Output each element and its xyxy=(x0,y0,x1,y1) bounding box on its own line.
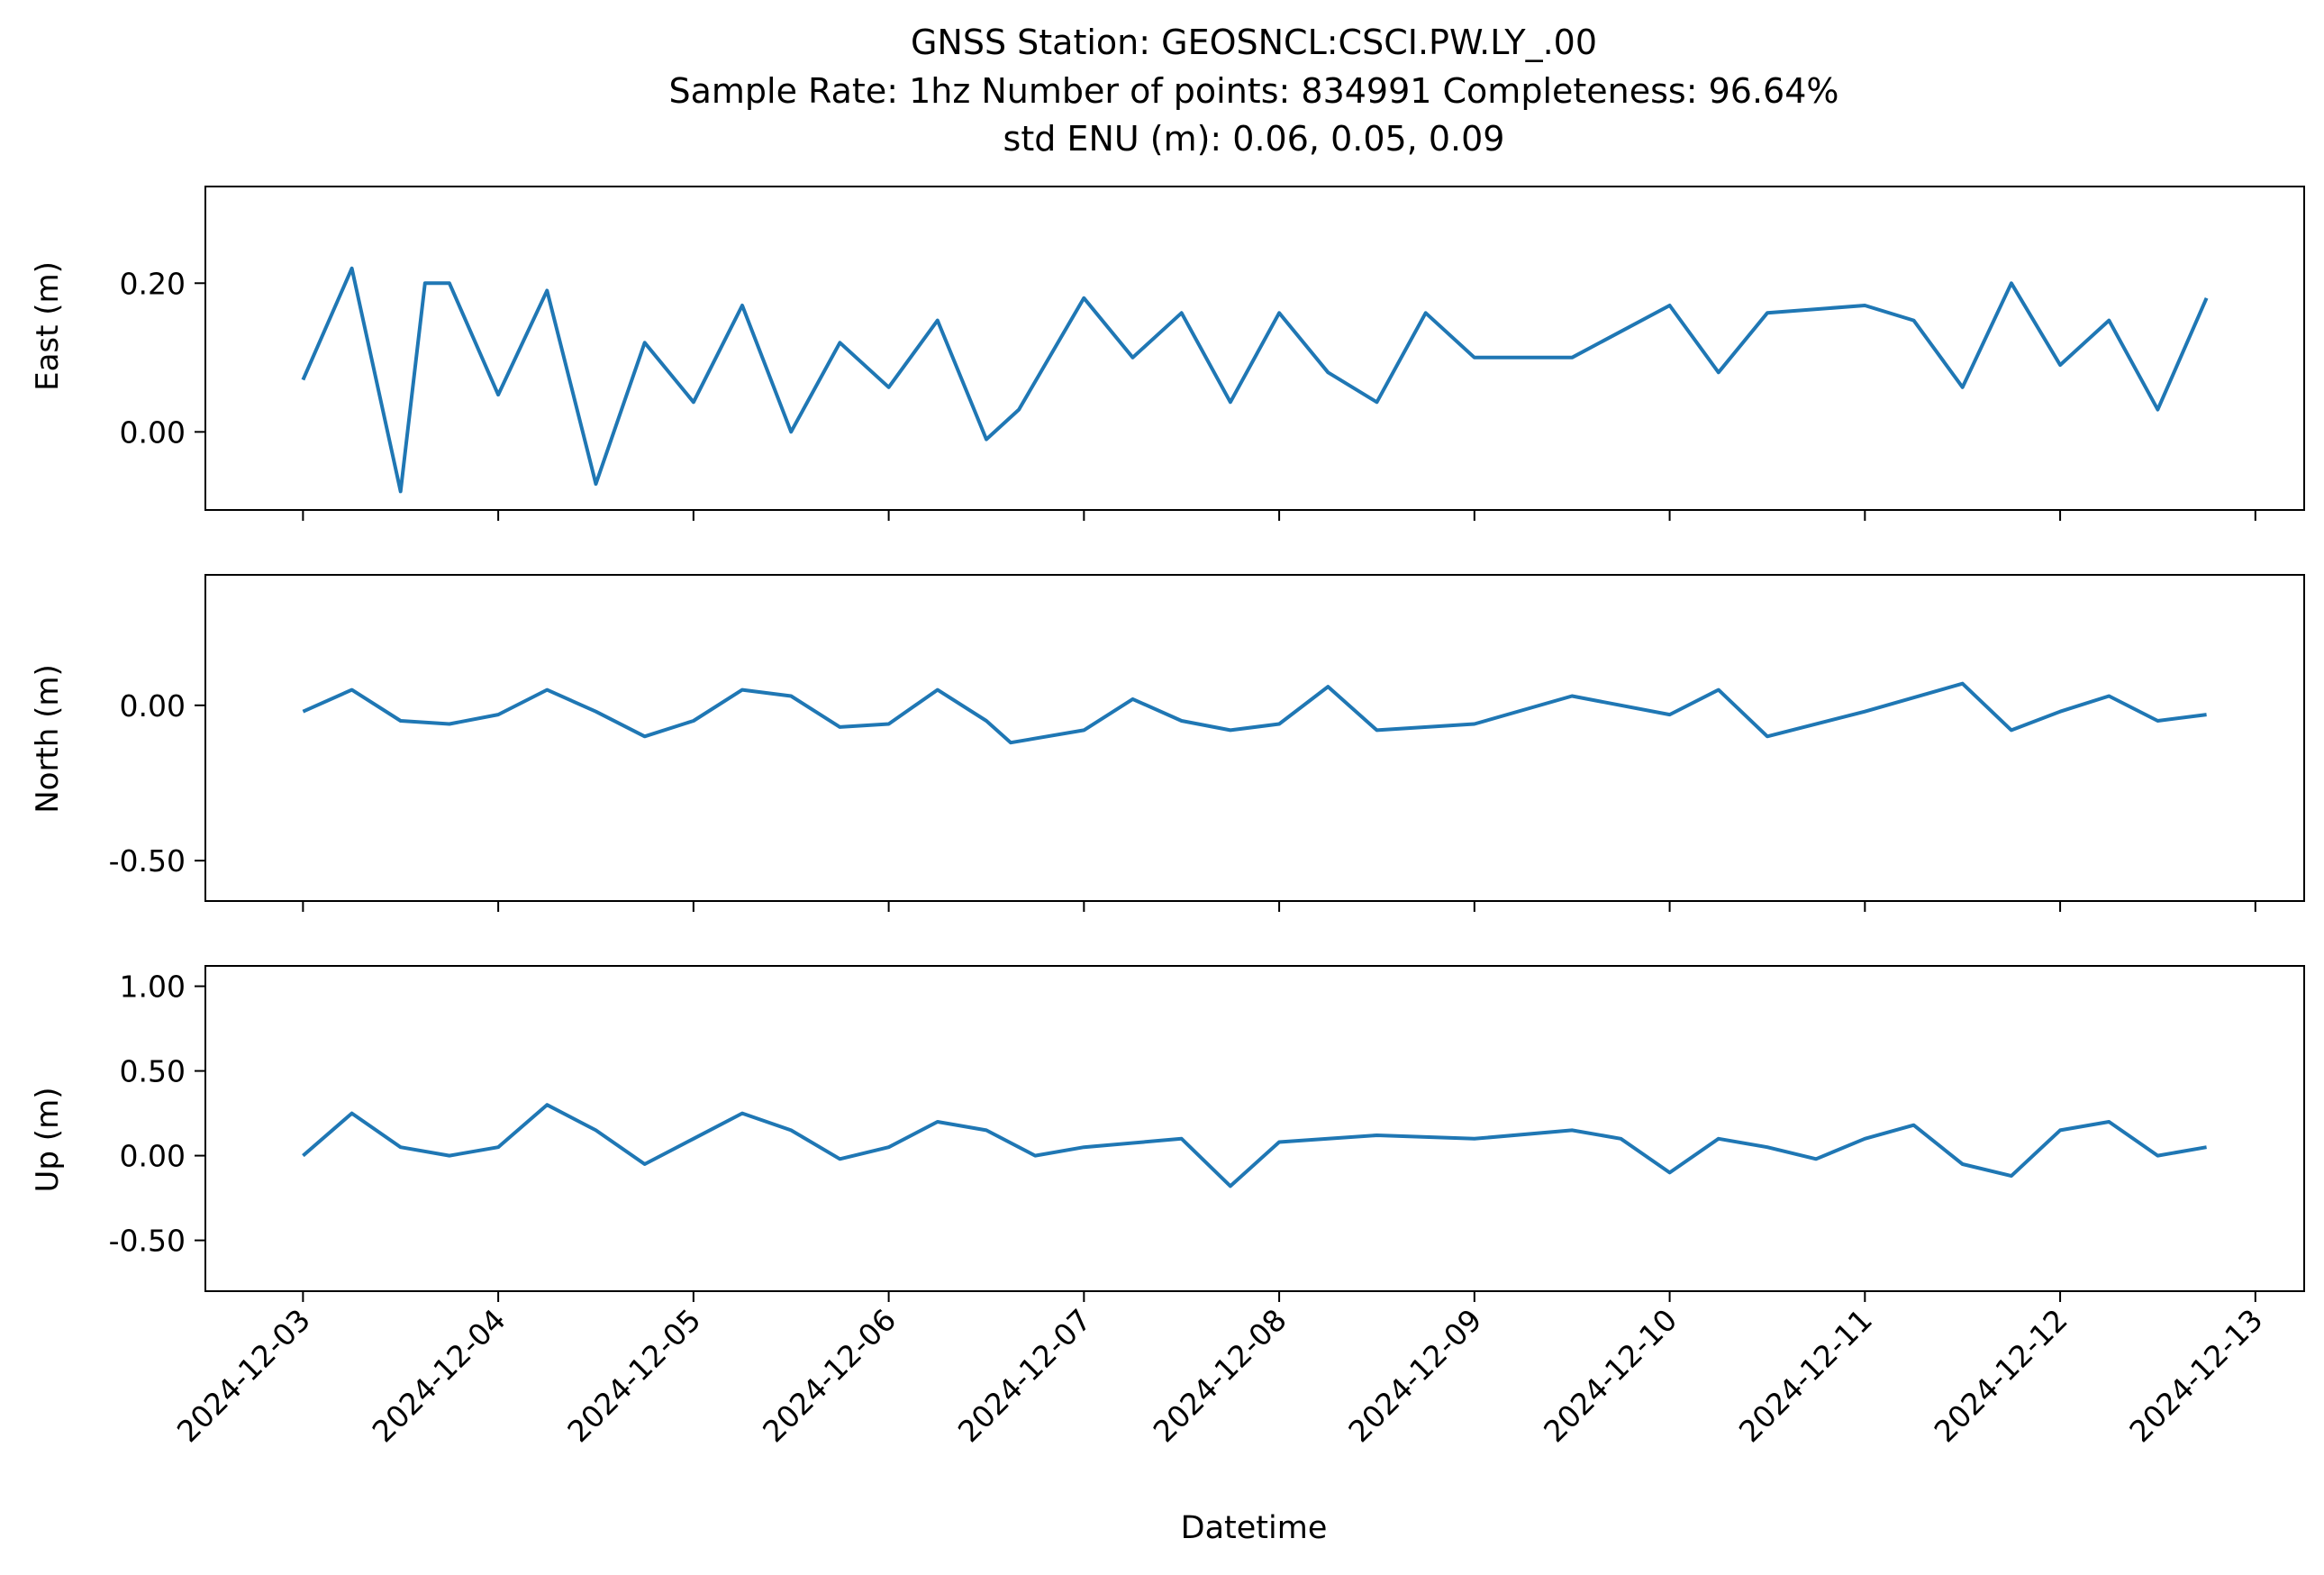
up-y-tick-label: 0.00 xyxy=(120,1139,186,1174)
east-plot-area: 0.00 0.20 xyxy=(120,186,2305,521)
east-y-tick-label: 0.20 xyxy=(120,266,186,301)
x-axis-label: Datetime xyxy=(1181,1510,1328,1546)
up-y-tick-label: 1.00 xyxy=(120,970,186,1005)
north-y-tick-label: -0.50 xyxy=(109,843,186,879)
up-axes-frame xyxy=(204,965,2305,1292)
east-series-line xyxy=(301,266,2209,494)
north-plot-area: 0.00 -0.50 xyxy=(109,574,2305,912)
chart-title-line-3: std ENU (m): 0.06, 0.05, 0.09 xyxy=(1003,119,1505,159)
up-y-tick-label: -0.50 xyxy=(109,1224,186,1259)
east-panel: East (m) 0.00 0.20 xyxy=(30,186,2305,521)
up-series-line xyxy=(302,1103,2207,1188)
up-y-tick-label: 0.50 xyxy=(120,1054,186,1089)
east-axes-frame xyxy=(204,186,2305,511)
chart-title-line-1: GNSS Station: GEOSNCL:CSCI.PW.LY_.00 xyxy=(911,23,1597,62)
east-y-tick-label: 0.00 xyxy=(120,414,186,450)
north-series-line xyxy=(302,681,2207,745)
east-y-axis-label: East (m) xyxy=(30,261,66,391)
north-panel: North (m) 0.00 -0.50 xyxy=(30,574,2305,912)
chart-title-line-2: Sample Rate: 1hz Number of points: 83499… xyxy=(669,71,1839,111)
north-y-axis-label: North (m) xyxy=(30,664,66,814)
north-axes-frame xyxy=(204,574,2305,902)
north-y-tick-label: 0.00 xyxy=(120,688,186,724)
up-y-axis-label: Up (m) xyxy=(30,1088,66,1193)
